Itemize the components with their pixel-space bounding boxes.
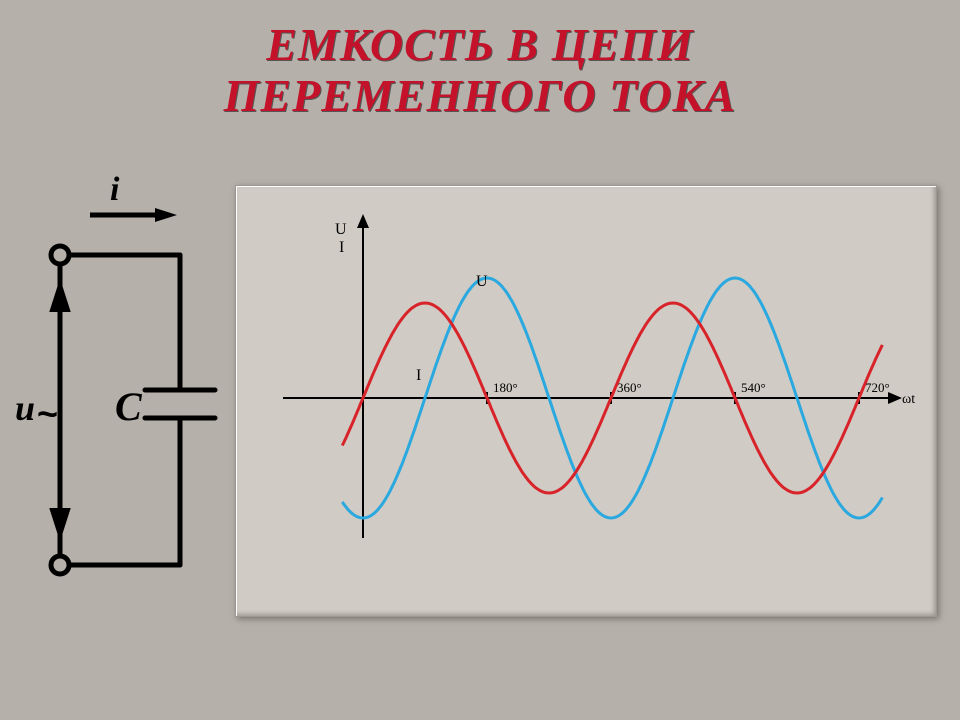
title-line-2: ПЕРЕМЕННОГО ТОКА xyxy=(224,70,737,121)
label-ac-symbol: ~ xyxy=(37,393,58,434)
chart-svg: 180°360°540°720° UIωtUI xyxy=(248,198,924,604)
tick-label: 360° xyxy=(617,380,642,395)
page-title: ЕМКОСТЬ В ЦЕПИ ПЕРЕМЕННОГО ТОКА xyxy=(0,20,960,121)
axis-label-I: I xyxy=(339,239,344,256)
curve-label-I: I xyxy=(416,367,421,384)
tick-label: 720° xyxy=(865,380,890,395)
label-capacitor: C xyxy=(115,384,143,429)
terminal-top xyxy=(51,246,69,264)
chart-frame: 180°360°540°720° UIωtUI xyxy=(235,185,937,617)
circuit-svg: i u ~ C xyxy=(15,160,220,640)
tick-label: 540° xyxy=(741,380,766,395)
chart-inner: 180°360°540°720° UIωtUI xyxy=(248,198,924,604)
curve-label-U: U xyxy=(476,273,488,290)
tick-label: 180° xyxy=(493,380,518,395)
current-arrow xyxy=(90,208,177,222)
circuit-diagram: i u ~ C xyxy=(15,160,220,640)
axis-label-x: ωt xyxy=(902,392,915,407)
terminal-bottom xyxy=(51,556,69,574)
axis-label-U: U xyxy=(335,221,347,238)
label-voltage: u xyxy=(15,388,35,428)
label-current: i xyxy=(110,171,120,208)
title-line-1: ЕМКОСТЬ В ЦЕПИ xyxy=(266,19,693,70)
